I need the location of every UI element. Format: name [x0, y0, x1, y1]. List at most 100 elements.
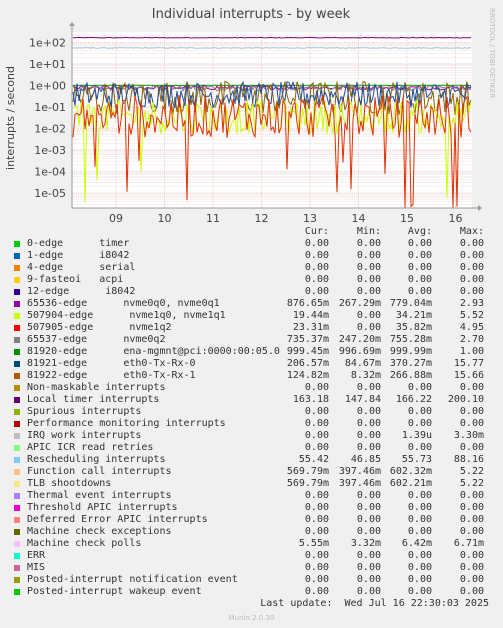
- legend-cur-value: 0.00: [304, 382, 329, 393]
- legend-min-value: 0.00: [356, 322, 381, 333]
- y-tick-label: 1e-01: [34, 101, 66, 114]
- legend-item: 81922-edge eth0-Tx-Rx-1 124.82m 8.32m 266.8…: [0, 370, 503, 382]
- legend-label: Machine check polls: [27, 538, 142, 549]
- legend-max-value: 4.95: [459, 322, 484, 333]
- legend-label: Deferred Error APIC interrupts: [27, 514, 208, 525]
- legend-min-value: 8.32m: [350, 370, 381, 381]
- legend-item: 12-edge i8042 0.00 0.00 0.00 0.00: [0, 286, 503, 298]
- legend-label: Performance monitoring interrupts: [27, 418, 226, 429]
- legend-swatch: [14, 349, 20, 355]
- legend-min-value: 0.00: [356, 250, 381, 261]
- legend-swatch: [14, 589, 20, 595]
- legend-cur-value: 569.79m: [286, 478, 329, 489]
- legend-avg-value: 602.32m: [389, 466, 432, 477]
- legend-min-value: 397.46m: [338, 478, 381, 489]
- legend-max-value: 0.00: [459, 550, 484, 561]
- legend-max-value: 0.00: [459, 490, 484, 501]
- series-group: [72, 36, 472, 209]
- legend-max-value: 0.00: [459, 382, 484, 393]
- legend-max-value: 15.66: [453, 370, 484, 381]
- header-max: Max:: [459, 226, 484, 237]
- header-avg: Avg:: [407, 226, 432, 237]
- legend-max-value: 0.00: [459, 514, 484, 525]
- legend-swatch: [14, 325, 20, 331]
- legend-min-value: 0.00: [356, 286, 381, 297]
- legend-cur-value: 0.00: [304, 418, 329, 429]
- legend-cur-value: 55.42: [298, 454, 329, 465]
- legend-item: 507904-edge nvme1q0, nvme1q1 19.44m 0.00 34…: [0, 310, 503, 322]
- legend-min-value: 0.00: [356, 490, 381, 501]
- legend-min-value: 397.46m: [338, 466, 381, 477]
- legend-min-value: 0.00: [356, 310, 381, 321]
- legend-label: Thermal event interrupts: [27, 490, 172, 501]
- legend-cur-value: 19.44m: [292, 310, 329, 321]
- legend-cur-value: 124.82m: [286, 370, 329, 381]
- legend-swatch: [14, 421, 20, 427]
- y-axis-label: interrupts / second: [4, 66, 17, 170]
- y-axis-arrow: [69, 22, 75, 26]
- legend-swatch: [14, 433, 20, 439]
- legend-min-value: 0.00: [356, 262, 381, 273]
- legend-avg-value: 0.00: [407, 238, 432, 249]
- interrupts-chart: Individual interrupts - by week interrup…: [4, 7, 496, 225]
- legend-avg-value: 0.00: [407, 418, 432, 429]
- legend-min-value: 46.85: [350, 454, 381, 465]
- legend-item: ERR 0.00 0.00 0.00 0.00: [0, 550, 503, 562]
- legend-label: 4-edge serial: [27, 262, 136, 273]
- munin-version: Munin 2.0.30: [228, 614, 275, 622]
- legend-cur-value: 0.00: [304, 274, 329, 285]
- legend-item: Posted-interrupt wakeup event 0.00 0.00 0.0…: [0, 586, 503, 598]
- legend-label: 81922-edge eth0-Tx-Rx-1: [27, 370, 196, 381]
- legend-max-value: 0.00: [459, 442, 484, 453]
- header-cur: Cur:: [304, 226, 329, 237]
- legend-min-value: 0.00: [356, 430, 381, 441]
- legend-cur-value: 0.00: [304, 574, 329, 585]
- series-line: [72, 94, 472, 209]
- legend-swatch: [14, 577, 20, 583]
- legend-label: 81920-edge ena-mgmnt@pci:0000:00:05.0: [27, 346, 280, 357]
- x-tick-label: 09: [109, 212, 123, 225]
- legend-cur-value: 0.00: [304, 526, 329, 537]
- series-line: [72, 36, 471, 39]
- legend-cur-value: 163.18: [292, 394, 329, 405]
- legend-cur-value: 5.55m: [298, 538, 329, 549]
- legend-avg-value: 0.00: [407, 514, 432, 525]
- legend-item: Performance monitoring interrupts 0.00 0.0…: [0, 418, 503, 430]
- legend-min-value: 0.00: [356, 442, 381, 453]
- legend-avg-value: 370.27m: [389, 358, 432, 369]
- legend-swatch: [14, 469, 20, 475]
- legend-item: 0-edge timer 0.00 0.00 0.00 0.00: [0, 238, 503, 250]
- legend-item: Function call interrupts 569.79m 397.46m 60…: [0, 466, 503, 478]
- legend-cur-value: 0.00: [304, 406, 329, 417]
- legend-cur-value: 999.45m: [286, 346, 329, 357]
- legend-min-value: 0.00: [356, 406, 381, 417]
- legend-min-value: 147.84: [344, 394, 381, 405]
- legend-label: MIS: [27, 562, 46, 573]
- legend-label: Posted-interrupt wakeup event: [27, 586, 202, 597]
- legend-max-value: 6.71m: [453, 538, 484, 549]
- legend-swatch: [14, 337, 20, 343]
- legend-min-value: 0.00: [356, 586, 381, 597]
- legend-label: ERR: [27, 550, 46, 561]
- legend-avg-value: 0.00: [407, 526, 432, 537]
- legend-item: Threshold APIC interrupts 0.00 0.00 0.00 0.0…: [0, 502, 503, 514]
- legend-cur-value: 0.00: [304, 562, 329, 573]
- legend-avg-value: 0.00: [407, 562, 432, 573]
- legend-max-value: 0.00: [459, 274, 484, 285]
- legend-avg-value: 0.00: [407, 250, 432, 261]
- legend-min-value: 247.20m: [338, 334, 381, 345]
- legend-avg-value: 0.00: [407, 586, 432, 597]
- legend-min-value: 0.00: [356, 514, 381, 525]
- legend-cur-value: 0.00: [304, 502, 329, 513]
- series-line: [72, 80, 472, 109]
- legend-label: Threshold APIC interrupts: [27, 502, 178, 513]
- legend-swatch: [14, 373, 20, 379]
- legend-cur-value: 0.00: [304, 262, 329, 273]
- x-tick-label: 14: [352, 212, 366, 225]
- legend-max-value: 2.70: [459, 334, 484, 345]
- legend-avg-value: 6.42m: [401, 538, 432, 549]
- legend-swatch: [14, 445, 20, 451]
- legend-swatch: [14, 517, 20, 523]
- legend-min-value: 0.00: [356, 238, 381, 249]
- legend-avg-value: 34.21m: [395, 310, 432, 321]
